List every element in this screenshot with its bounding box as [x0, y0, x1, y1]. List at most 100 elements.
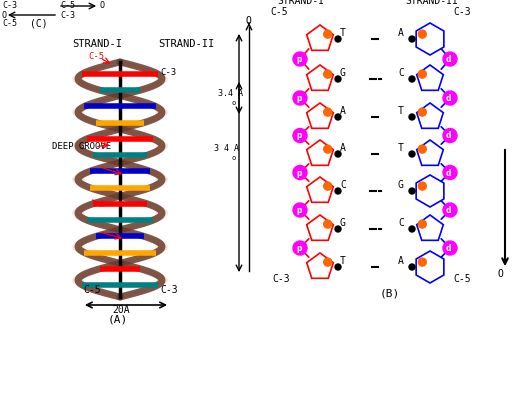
Text: A: A	[398, 28, 404, 38]
Text: (B): (B)	[380, 289, 400, 299]
Circle shape	[324, 220, 332, 228]
Circle shape	[409, 151, 415, 157]
Polygon shape	[307, 65, 333, 91]
Circle shape	[324, 108, 332, 116]
Text: C-3: C-3	[272, 274, 290, 284]
Polygon shape	[307, 140, 333, 165]
Circle shape	[409, 114, 415, 120]
Text: STRAND-II: STRAND-II	[405, 0, 458, 6]
Text: G: G	[398, 180, 404, 190]
Text: STRAND-II: STRAND-II	[158, 39, 214, 49]
Text: O: O	[246, 16, 252, 26]
Text: T: T	[340, 28, 346, 38]
Text: C: C	[398, 68, 404, 78]
Circle shape	[293, 52, 307, 66]
Circle shape	[409, 188, 415, 194]
Text: STRAND-I: STRAND-I	[277, 0, 324, 6]
Text: 20A: 20A	[112, 305, 130, 315]
Text: o: o	[232, 100, 236, 106]
Circle shape	[335, 76, 341, 82]
Circle shape	[443, 91, 457, 105]
Circle shape	[418, 30, 426, 38]
Circle shape	[443, 129, 457, 143]
Text: C-5: C-5	[453, 274, 470, 284]
Circle shape	[418, 108, 426, 116]
Text: d: d	[446, 206, 451, 215]
Circle shape	[335, 264, 341, 270]
Text: C-5: C-5	[270, 7, 288, 17]
Polygon shape	[307, 177, 333, 202]
Circle shape	[324, 182, 332, 190]
Circle shape	[293, 241, 307, 255]
Text: (A): (A)	[108, 315, 128, 325]
Circle shape	[293, 129, 307, 143]
Text: p: p	[296, 131, 302, 141]
Circle shape	[324, 258, 332, 266]
Text: STRAND-I: STRAND-I	[72, 39, 122, 49]
Text: p: p	[296, 94, 302, 103]
Circle shape	[418, 70, 426, 78]
Circle shape	[418, 220, 426, 228]
Circle shape	[418, 182, 426, 190]
Text: p: p	[296, 206, 302, 215]
Text: A: A	[340, 106, 346, 116]
Text: (C): (C)	[30, 18, 48, 28]
Circle shape	[443, 166, 457, 179]
Circle shape	[409, 36, 415, 42]
Text: p: p	[296, 55, 302, 64]
Circle shape	[409, 226, 415, 232]
Polygon shape	[417, 215, 443, 240]
Text: d: d	[446, 94, 451, 103]
Circle shape	[324, 30, 332, 38]
Circle shape	[335, 151, 341, 157]
Circle shape	[443, 52, 457, 66]
Text: C-3: C-3	[453, 7, 470, 17]
Text: 3 4 A: 3 4 A	[214, 144, 239, 153]
Circle shape	[324, 70, 332, 78]
Circle shape	[409, 264, 415, 270]
Circle shape	[335, 226, 341, 232]
Polygon shape	[417, 65, 443, 91]
Circle shape	[418, 145, 426, 153]
Polygon shape	[307, 215, 333, 240]
Text: C-5: C-5	[88, 52, 104, 61]
Circle shape	[409, 76, 415, 82]
Circle shape	[335, 114, 341, 120]
Text: C: C	[398, 218, 404, 228]
Text: C-5: C-5	[2, 19, 17, 27]
Text: p: p	[296, 244, 302, 253]
Text: C-3: C-3	[2, 2, 17, 10]
Text: O: O	[2, 10, 7, 19]
Text: d: d	[446, 168, 451, 177]
Text: d: d	[446, 55, 451, 64]
Circle shape	[293, 91, 307, 105]
Text: C-5: C-5	[83, 285, 101, 295]
Text: A: A	[340, 143, 346, 153]
Polygon shape	[417, 103, 443, 128]
Text: A: A	[398, 256, 404, 266]
Text: T: T	[398, 143, 404, 153]
Polygon shape	[416, 251, 444, 283]
Circle shape	[443, 203, 457, 217]
Text: o: o	[232, 155, 236, 161]
Polygon shape	[307, 103, 333, 128]
Text: 3.4 A: 3.4 A	[218, 89, 243, 98]
Polygon shape	[416, 175, 444, 207]
Text: O: O	[498, 269, 504, 279]
Text: p: p	[296, 168, 302, 177]
Polygon shape	[307, 253, 333, 278]
Text: C-5: C-5	[60, 2, 75, 10]
Text: C-3: C-3	[160, 285, 177, 295]
Circle shape	[293, 166, 307, 179]
Text: T: T	[398, 106, 404, 116]
Circle shape	[324, 145, 332, 153]
Polygon shape	[417, 140, 443, 165]
Circle shape	[293, 203, 307, 217]
Circle shape	[335, 188, 341, 194]
Text: C-3: C-3	[60, 10, 75, 19]
Text: G: G	[340, 218, 346, 228]
Circle shape	[418, 258, 426, 266]
Text: O: O	[100, 2, 105, 10]
Text: C: C	[340, 180, 346, 190]
Polygon shape	[416, 23, 444, 55]
